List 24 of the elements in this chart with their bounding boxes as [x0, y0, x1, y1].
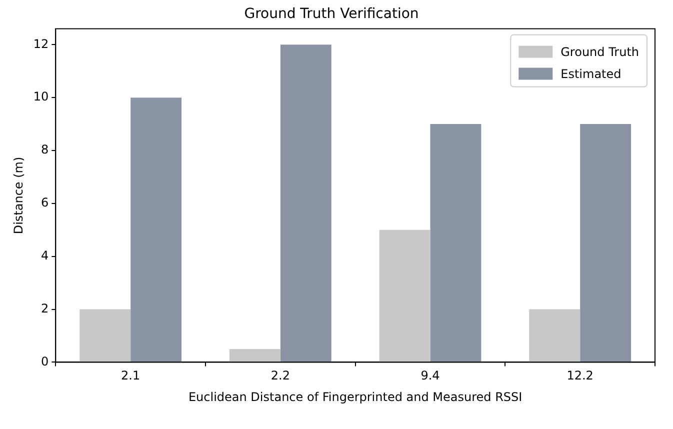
y-tick-label: 2: [41, 301, 49, 316]
x-tick-label: 12.2: [566, 368, 594, 383]
x-tick-label: 2.1: [121, 368, 140, 383]
y-tick-label: 8: [41, 142, 49, 157]
bar: [529, 309, 580, 362]
bar: [130, 98, 182, 362]
bar: [80, 309, 131, 362]
bar: [280, 44, 332, 362]
legend-label: Ground Truth: [560, 44, 640, 59]
y-tick-label: 6: [41, 196, 49, 210]
y-tick-label: 0: [41, 354, 49, 368]
y-tick-label: 12: [33, 36, 49, 51]
bar: [379, 230, 430, 362]
bar: [430, 124, 482, 362]
x-tick-label: 9.4: [420, 368, 440, 383]
y-tick-label: 4: [41, 248, 49, 262]
x-axis-title: Euclidean Distance of Fingerprinted and Measured RSSI: [188, 390, 522, 404]
bar: [229, 348, 280, 362]
chart-title: Ground Truth Verification: [244, 6, 419, 22]
bar: [580, 124, 632, 362]
x-tick-label: 2.2: [270, 368, 290, 383]
y-tick-label: 10: [33, 90, 49, 104]
legend-label: Estimated: [560, 66, 622, 81]
y-axis-title: Distance (m): [11, 156, 26, 234]
